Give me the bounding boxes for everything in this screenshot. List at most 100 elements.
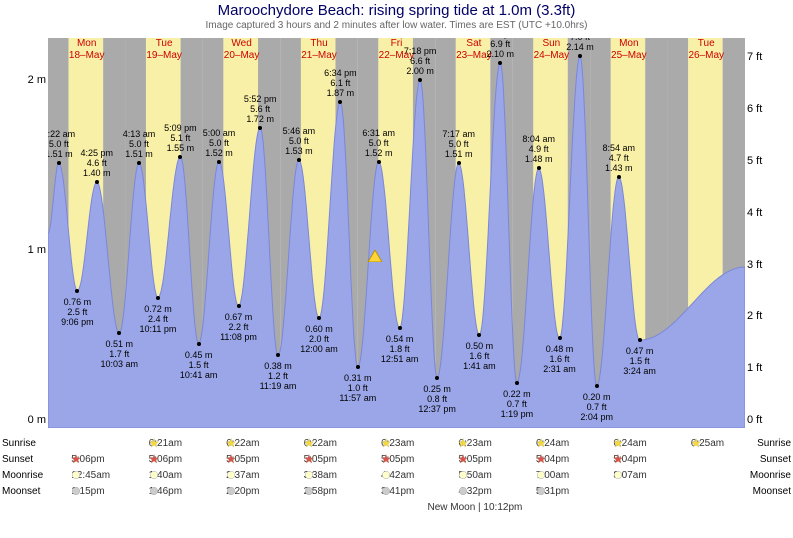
day-header: Tue19–May <box>125 38 202 62</box>
day-header: Tue26–May <box>668 38 745 62</box>
sunset-item: 5:05pm <box>304 454 337 465</box>
y-axis-right-tick: 5 ft <box>747 155 793 167</box>
y-axis-right-tick: 1 ft <box>747 362 793 374</box>
tide-annotation: 0.48 m1.6 ft2:31 am <box>543 344 576 374</box>
tide-annotation: 0.72 m2.4 ft10:11 pm <box>140 304 177 334</box>
tide-annotation: 3:22 am5.0 ft1.51 m <box>48 129 75 159</box>
moonset-item: 1:15pm <box>71 486 104 497</box>
day-header: Mon18–May <box>48 38 125 62</box>
tide-point <box>638 338 642 342</box>
sunrise-item: 6:24am <box>536 438 569 449</box>
tide-point <box>418 78 422 82</box>
y-axis-right-tick: 7 ft <box>747 51 793 63</box>
tide-point <box>197 342 201 346</box>
day-header: Wed20–May <box>203 38 280 62</box>
tide-annotation: 4:13 am5.0 ft1.51 m <box>123 129 156 159</box>
sunrise-item: 6:21am <box>149 438 182 449</box>
y-axis-right-tick: 4 ft <box>747 207 793 219</box>
tide-annotation: 5:09 pm5.1 ft1.55 m <box>164 123 197 153</box>
tide-point <box>377 160 381 164</box>
tide-point <box>57 161 61 165</box>
moonset-item: 4:32pm <box>458 486 491 497</box>
sunset-item: 5:05pm <box>381 454 414 465</box>
y-axis-right-tick: 3 ft <box>747 259 793 271</box>
moonset-item: 2:20pm <box>226 486 259 497</box>
moonrise-item: 1:40am <box>149 470 182 481</box>
tide-annotation: 0.45 m1.5 ft10:41 am <box>180 350 218 380</box>
moonrise-item: 4:42am <box>381 470 414 481</box>
sunrise-item: 6:23am <box>381 438 414 449</box>
tide-annotation: 7:17 am5.0 ft1.51 m <box>442 129 475 159</box>
row-label-right: Sunrise <box>757 438 791 449</box>
tide-point <box>477 333 481 337</box>
y-axis-left-tick: 2 m <box>0 74 46 86</box>
sunset-item: 5:05pm <box>226 454 259 465</box>
sunrise-row: 6:21am 6:22am 6:22am 6:23am 6:23am 6:24a… <box>48 438 745 452</box>
sunrise-item: 6:22am <box>226 438 259 449</box>
tide-annotation: 6:34 pm6.1 ft1.87 m <box>324 68 357 98</box>
tide-point <box>137 161 141 165</box>
sunset-item: 5:04pm <box>536 454 569 465</box>
moonset-item: 2:58pm <box>304 486 337 497</box>
tide-annotation: 5:52 pm5.6 ft1.72 m <box>244 94 277 124</box>
sunset-item: 5:05pm <box>458 454 491 465</box>
y-axis-right-tick: 6 ft <box>747 103 793 115</box>
moonset-item: 3:41pm <box>381 486 414 497</box>
tide-point <box>75 289 79 293</box>
day-header: Mon25–May <box>590 38 667 62</box>
tide-point <box>276 353 280 357</box>
y-axis-right-tick: 0 ft <box>747 414 793 426</box>
tide-point <box>297 158 301 162</box>
tide-point <box>237 304 241 308</box>
moonrise-item: 2:37am <box>226 470 259 481</box>
tide-annotation: 6:31 am5.0 ft1.52 m <box>362 128 395 158</box>
tide-point <box>356 365 360 369</box>
tide-annotation: 0.31 m1.0 ft11:57 am <box>339 373 376 403</box>
moonset-item: 1:46pm <box>149 486 182 497</box>
row-label-right: Moonset <box>753 486 791 497</box>
chart-title: Maroochydore Beach: rising spring tide a… <box>0 2 793 19</box>
tide-point <box>217 160 221 164</box>
tide-annotation: 0.22 m0.7 ft1:19 pm <box>501 389 534 419</box>
sunrise-item: 6:25am <box>691 438 724 449</box>
tide-point <box>578 54 582 58</box>
moonrise-item: 8:07am <box>613 470 646 481</box>
sunrise-item: 6:23am <box>458 438 491 449</box>
sunset-item: 5:06pm <box>71 454 104 465</box>
moonrise-item: 3:38am <box>304 470 337 481</box>
moonrise-item: 12:45am <box>71 470 110 481</box>
sunset-row: 5:06pm 5:06pm 5:05pm 5:05pm 5:05pm 5:05p… <box>48 454 745 468</box>
tide-annotation: 0.25 m0.8 ft12:37 pm <box>418 384 456 414</box>
chart-subtitle: Image captured 3 hours and 2 minutes aft… <box>0 20 793 31</box>
moonrise-row: 12:45am 1:40am 2:37am 3:38am 4:42am 5:50… <box>48 470 745 484</box>
tide-annotation: 4:25 pm4.6 ft1.40 m <box>81 148 114 178</box>
moonset-item: 5:31pm <box>536 486 569 497</box>
y-axis-left-tick: 0 m <box>0 414 46 426</box>
tide-annotation: 0.54 m1.8 ft12:51 am <box>381 334 419 364</box>
tide-point <box>398 326 402 330</box>
tide-annotation: 5:46 am5.0 ft1.53 m <box>283 126 316 156</box>
tide-annotation: 0.20 m0.7 ft2:04 pm <box>580 392 613 422</box>
tide-point <box>95 180 99 184</box>
tide-point <box>435 376 439 380</box>
tide-annotation: 5:00 am5.0 ft1.52 m <box>203 128 236 158</box>
row-label-left: Sunset <box>2 454 33 465</box>
sunset-item: 5:06pm <box>149 454 182 465</box>
tide-annotation: 0.60 m2.0 ft12:00 am <box>300 324 338 354</box>
y-axis-right-tick: 2 ft <box>747 310 793 322</box>
tide-point <box>537 166 541 170</box>
sunset-item: 5:04pm <box>613 454 646 465</box>
tide-annotation: 8:54 am4.7 ft1.43 m <box>602 143 635 173</box>
tide-annotation: 0.76 m2.5 ft9:06 pm <box>61 297 94 327</box>
y-axis-left-tick: 1 m <box>0 244 46 256</box>
moonrise-item: 5:50am <box>458 470 491 481</box>
tide-annotation: 8:04 pm6.9 ft2.10 m <box>484 38 517 59</box>
sunrise-item: 6:22am <box>304 438 337 449</box>
row-label-left: Moonset <box>2 486 40 497</box>
tide-point <box>258 126 262 130</box>
tide-plot-area: Mon18–MayTue19–MayWed20–MayThu21–MayFri2… <box>48 38 745 428</box>
tide-annotation: 8:04 am4.9 ft1.48 m <box>522 134 555 164</box>
tide-annotation: 0.38 m1.2 ft11:19 am <box>260 361 297 391</box>
day-header: Thu21–May <box>280 38 357 62</box>
tide-point <box>338 100 342 104</box>
